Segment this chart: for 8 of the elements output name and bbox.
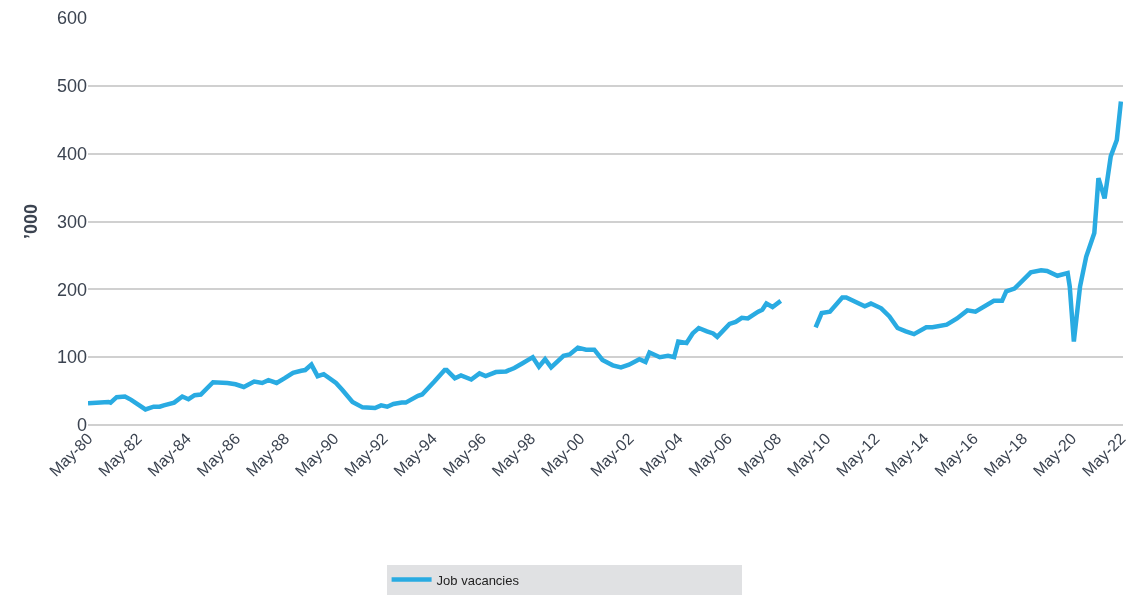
y-tick-label: 400 xyxy=(56,143,87,164)
legend-label: Job vacancies xyxy=(436,572,520,588)
y-tick-label: 600 xyxy=(56,8,87,29)
y-tick-label: 300 xyxy=(56,211,87,232)
y-tick-label: 200 xyxy=(56,279,87,300)
y-axis-title: ’000 xyxy=(21,203,42,240)
y-tick-label: 100 xyxy=(56,347,87,368)
y-tick-label: 500 xyxy=(56,76,87,97)
